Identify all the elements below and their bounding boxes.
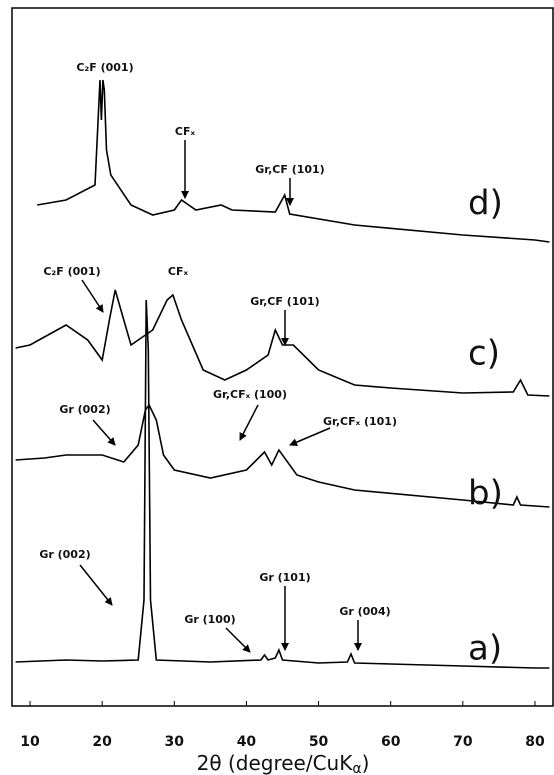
x-tick-label: 80 bbox=[525, 734, 545, 750]
peak-annotation: CFₓ bbox=[168, 265, 189, 278]
peak-annotation: Gr,CFₓ (100) bbox=[213, 388, 287, 401]
x-axis-label: 2θ (degree/CuKα) bbox=[197, 751, 370, 775]
annotation-arrow bbox=[225, 627, 251, 653]
xrd-trace bbox=[37, 79, 550, 243]
peak-annotation: Gr,CF (101) bbox=[255, 163, 324, 176]
x-tick-label: 30 bbox=[165, 734, 185, 750]
panel-label: b) bbox=[468, 474, 503, 514]
x-axis-label-part: 2θ (degree/CuK bbox=[197, 751, 354, 775]
annotation-arrow bbox=[92, 419, 116, 446]
peak-annotation: Gr (002) bbox=[59, 403, 110, 416]
peak-annotation: CFₓ bbox=[175, 125, 196, 138]
peak-annotation: Gr (101) bbox=[259, 571, 310, 584]
xrd-trace bbox=[15, 299, 550, 669]
panel-label: c) bbox=[468, 334, 500, 374]
xrd-trace bbox=[15, 289, 550, 397]
x-tick-label: 20 bbox=[92, 734, 112, 750]
annotation-arrow bbox=[79, 564, 113, 606]
x-tick-label: 10 bbox=[20, 734, 40, 750]
x-tick-label: 50 bbox=[309, 734, 329, 750]
x-tick-label: 60 bbox=[381, 734, 401, 750]
panel-label: d) bbox=[468, 184, 503, 224]
peak-annotation: C₂F (001) bbox=[76, 61, 133, 74]
annotation-arrow bbox=[289, 427, 331, 446]
plot-frame bbox=[11, 7, 554, 707]
peak-annotation: C₂F (001) bbox=[43, 265, 100, 278]
peak-annotation: Gr (002) bbox=[39, 548, 90, 561]
x-tick-label: 40 bbox=[237, 734, 257, 750]
x-tick-label: 70 bbox=[453, 734, 473, 750]
x-axis-label-sub: α bbox=[352, 761, 361, 775]
x-axis-label-part: ) bbox=[362, 751, 370, 775]
panel-label: a) bbox=[468, 629, 502, 669]
peak-annotation: Gr (100) bbox=[184, 613, 235, 626]
xrd-trace bbox=[15, 403, 550, 508]
peak-annotation: Gr,CFₓ (101) bbox=[323, 415, 397, 428]
peak-annotation: Gr,CF (101) bbox=[250, 295, 319, 308]
annotation-arrow bbox=[239, 404, 259, 441]
peak-annotation: Gr (004) bbox=[339, 605, 390, 618]
annotation-arrow bbox=[81, 279, 104, 313]
